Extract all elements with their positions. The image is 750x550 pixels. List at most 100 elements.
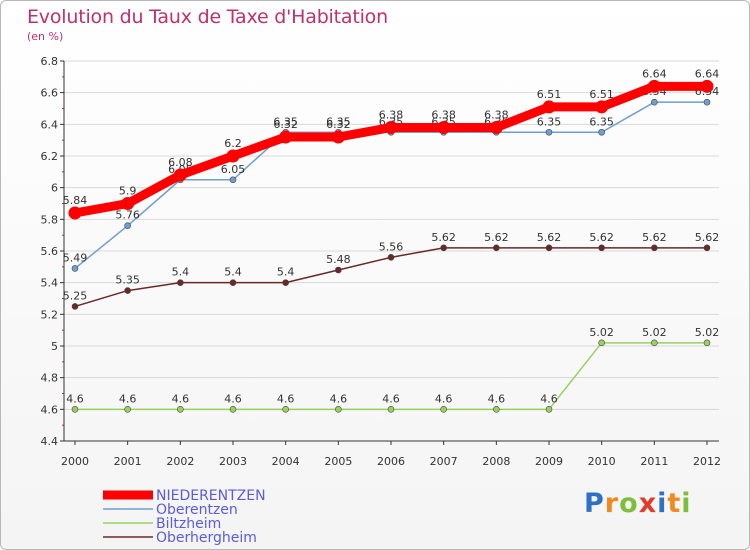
y-tick-label: 6.2	[41, 150, 59, 163]
x-tick-label: 2003	[219, 455, 247, 468]
y-tick-label: 4.6	[41, 403, 59, 416]
data-point	[282, 279, 289, 286]
data-point	[387, 254, 395, 261]
data-point	[598, 244, 605, 252]
data-point	[489, 121, 503, 134]
y-tick-label: 5	[51, 340, 58, 353]
data-point	[703, 98, 711, 106]
data-point	[493, 244, 500, 252]
data-label: 5.84	[63, 194, 88, 207]
x-tick-label: 2002	[166, 455, 194, 468]
data-point	[229, 406, 237, 413]
data-point	[229, 279, 237, 286]
data-point	[124, 222, 131, 229]
data-point	[703, 339, 711, 347]
data-label: 6.51	[589, 88, 614, 101]
data-point	[124, 287, 131, 294]
data-point	[282, 406, 289, 413]
x-tick-label: 2006	[377, 455, 405, 468]
data-point	[226, 149, 240, 163]
y-tick-label: 4.8	[41, 372, 59, 385]
legend-label: Oberhergheim	[156, 530, 257, 546]
x-tick-label: 2001	[114, 455, 142, 468]
y-tick-label: 5.4	[41, 277, 59, 290]
data-point	[647, 79, 661, 93]
x-tick-label: 2011	[640, 455, 668, 468]
data-label: 6.35	[589, 115, 614, 128]
data-label: 6.35	[273, 115, 298, 128]
proxiti-logo: Proxiti	[584, 488, 692, 519]
y-tick-label: 5.8	[41, 213, 59, 226]
logo-letter: P	[584, 488, 605, 519]
data-point	[651, 98, 658, 106]
x-tick-label: 2010	[588, 455, 616, 468]
data-point	[651, 244, 658, 252]
x-tick-label: 2009	[535, 455, 563, 468]
y-tick-label: 5.6	[41, 245, 59, 258]
data-point	[279, 130, 293, 144]
data-label: 4.6	[435, 392, 453, 405]
data-label: 5.76	[115, 209, 140, 222]
data-label: 5.49	[63, 251, 88, 264]
data-label: 6.38	[484, 109, 509, 122]
data-point	[651, 339, 658, 347]
data-point	[387, 406, 395, 413]
series-line	[70, 81, 712, 218]
data-point	[595, 100, 609, 114]
data-point	[71, 265, 79, 272]
data-point	[177, 406, 184, 413]
data-label: 4.6	[540, 392, 558, 405]
chart-subtitle: (en %)	[27, 30, 64, 43]
data-label: 6.35	[537, 115, 562, 128]
series-niederentzen: 5.84 5.9 6.08 6.2 6.32 6.32 6.38 6.38 6.38 6.51 6.…	[63, 67, 719, 220]
data-point	[335, 266, 342, 274]
data-point	[71, 303, 79, 310]
data-label: 5.25	[63, 289, 88, 302]
data-label: 6.08	[168, 156, 193, 169]
data-label: 5.02	[589, 326, 614, 339]
data-label: 5.62	[695, 231, 720, 244]
data-label: 5.35	[115, 274, 140, 287]
data-label: 6.64	[642, 67, 667, 80]
data-label: 4.6	[224, 392, 242, 405]
logo-letter: t	[667, 488, 682, 519]
y-tick-label: 6.6	[41, 87, 59, 100]
data-label: 5.9	[119, 185, 137, 198]
y-tick-label: 6.4	[41, 118, 59, 131]
data-label: 4.6	[488, 392, 506, 405]
data-label: 4.6	[277, 392, 295, 405]
data-point	[331, 130, 345, 144]
series-oberhergheim: 5.25 5.35 5.4 5.4 5.4 5.48 5.56 5.62 5.62 5.62 5.6…	[63, 231, 720, 310]
data-point	[437, 121, 451, 134]
y-tick-label: 6.8	[41, 55, 59, 68]
data-label: 6.32	[273, 118, 298, 131]
series-biltzheim: 4.6 4.6 4.6 4.6 4.6 4.6 4.6 4.6 4.6 4.6 5.02 5.02 5.…	[66, 326, 719, 413]
data-label: 6.05	[221, 163, 246, 176]
x-tick-label: 2007	[430, 455, 458, 468]
data-point	[493, 406, 500, 413]
x-tick-label: 2005	[324, 455, 352, 468]
data-point	[598, 339, 605, 347]
logo-letter: o	[619, 488, 639, 519]
logo-letter: x	[638, 488, 658, 519]
data-label: 4.6	[66, 392, 84, 405]
data-point	[703, 244, 711, 252]
data-point	[545, 128, 553, 136]
data-point	[71, 406, 79, 413]
data-label: 4.6	[330, 392, 348, 405]
data-label: 6.2	[224, 137, 242, 150]
data-point	[124, 406, 131, 413]
data-label: 5.4	[172, 266, 190, 279]
data-point	[121, 197, 135, 210]
y-tick-label: 5.2	[41, 308, 59, 321]
data-label: 6.35	[326, 115, 351, 128]
legend-label: Oberentzen	[156, 502, 238, 518]
data-point	[700, 79, 714, 93]
data-label: 5.4	[224, 266, 242, 279]
data-point	[545, 406, 553, 413]
x-tick-label: 2008	[482, 455, 510, 468]
data-label: 6.38	[379, 109, 404, 122]
data-label: 5.62	[642, 231, 667, 244]
data-label: 5.02	[695, 326, 720, 339]
